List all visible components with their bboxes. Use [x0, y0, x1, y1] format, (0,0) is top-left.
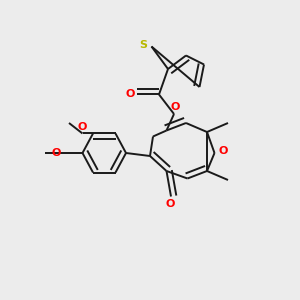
Text: O: O [77, 122, 87, 132]
Text: S: S [139, 40, 147, 50]
Text: O: O [218, 146, 228, 157]
Text: O: O [170, 102, 180, 112]
Text: O: O [125, 89, 135, 99]
Text: O: O [166, 199, 175, 209]
Text: O: O [52, 148, 61, 158]
